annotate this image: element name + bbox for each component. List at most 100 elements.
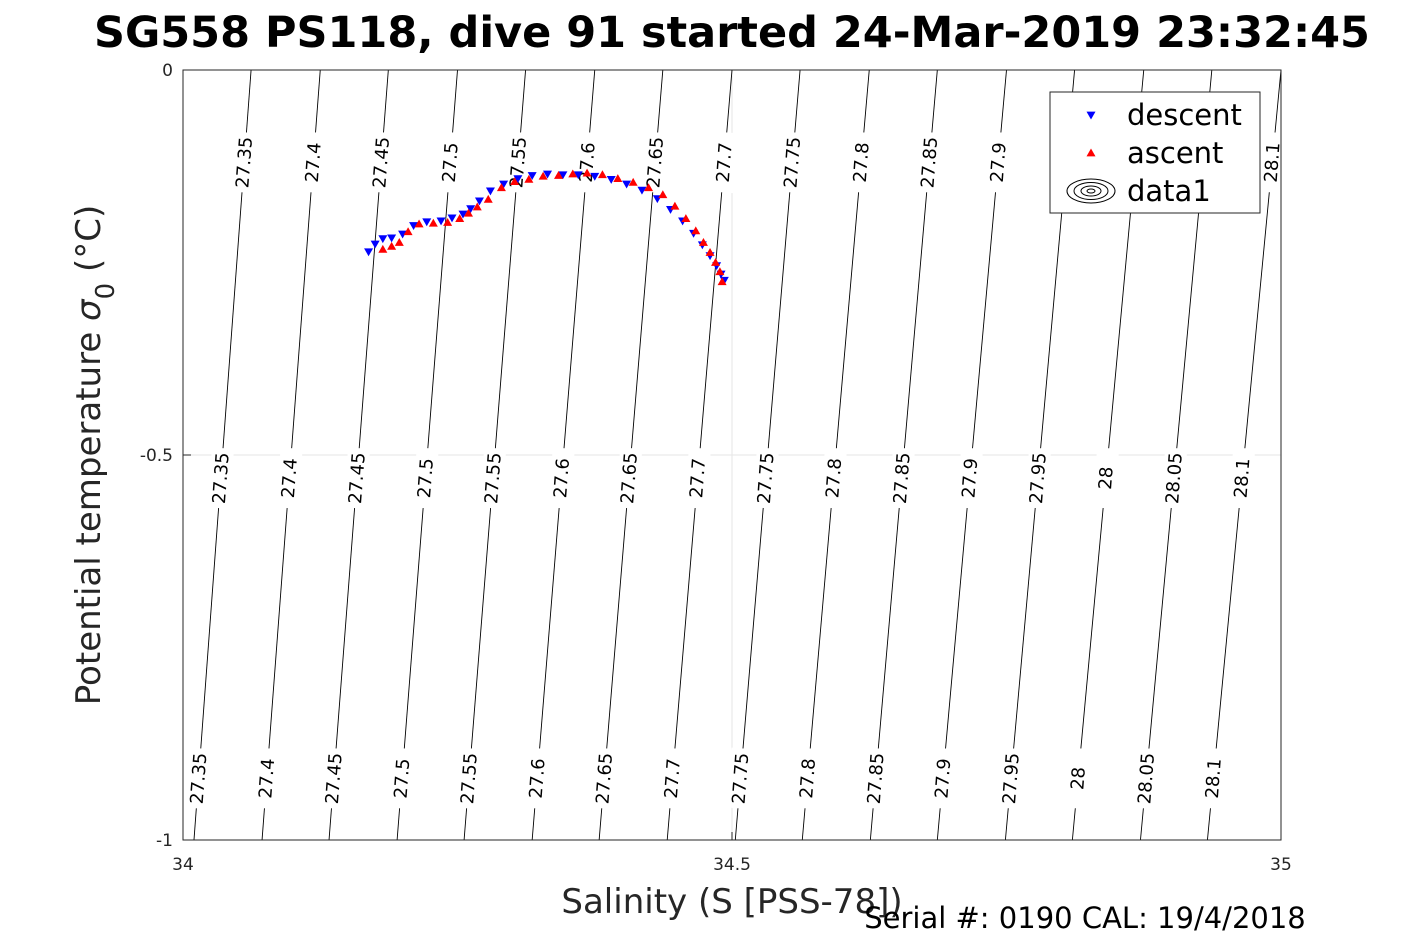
descent-point: [370, 240, 380, 249]
isopycnal-label-bg: [727, 747, 754, 810]
isopycnal-label: 27.65: [615, 447, 643, 509]
descent-point: [398, 230, 408, 239]
isopycnal-label: 27.7: [684, 447, 711, 509]
isopycnal-label-bg: [1024, 447, 1052, 509]
isopycnal-label-text: 27.8: [796, 758, 820, 800]
descent-point: [436, 217, 446, 226]
isopycnal-label-bg: [711, 131, 738, 194]
ascent-point: [443, 217, 453, 226]
isopycnal-label-bg: [820, 447, 847, 509]
isopycnal-label-text: 27.8: [850, 142, 874, 184]
isopycnal-label: 27.45: [320, 747, 347, 810]
isopycnal-label: 27.7: [659, 747, 686, 810]
isopycnal-label: 27.85: [862, 747, 889, 810]
y-tick-label: 0: [162, 61, 173, 81]
isopycnal-label-text: 28.05: [1134, 752, 1159, 805]
isopycnal-label-text: 27.6: [526, 758, 550, 800]
descent-point: [378, 235, 388, 244]
y-axis-label-suffix: (°C): [69, 205, 109, 283]
isopycnal-label-text: 27.5: [439, 142, 463, 184]
isopycnal-label: 27.4: [300, 131, 327, 194]
y-tick-label: -1: [156, 831, 173, 851]
isopycnal-label-text: 27.45: [345, 452, 370, 505]
ascent-point: [378, 244, 388, 253]
serial-cal-footer: Serial #: 0190 CAL: 19/4/2018: [864, 901, 1306, 935]
ascent-point: [658, 190, 668, 199]
chart-title: SG558 PS118, dive 91 started 24-Mar-2019…: [94, 8, 1370, 58]
isopycnal-label-bg: [388, 747, 416, 810]
ascent-point: [554, 170, 564, 179]
descent-point: [637, 186, 647, 195]
isopycnal-label: 27.85: [916, 131, 943, 194]
descent-point: [590, 172, 600, 181]
ascent-point: [628, 177, 638, 186]
descent-point: [513, 175, 523, 184]
isopycnal-label: 27.75: [727, 747, 754, 810]
isopycnal-label: 28: [1092, 447, 1120, 509]
isopycnal-label-text: 27.9: [958, 457, 982, 499]
descent-point: [447, 214, 457, 223]
descent-point: [387, 234, 397, 243]
isopycnal-label-text: 27.45: [322, 752, 347, 805]
descent-point: [573, 171, 583, 180]
descent-point: [458, 210, 468, 219]
isopycnal-label: 27.65: [641, 131, 669, 194]
isopycnal-label-text: 27.65: [592, 752, 617, 805]
isopycnal-label-bg: [343, 447, 371, 509]
isopycnal-label-bg: [276, 447, 303, 509]
isopycnal-label-bg: [1064, 747, 1092, 810]
isopycnal-label: 27.65: [591, 747, 618, 810]
ascent-point: [698, 237, 708, 246]
isopycnal-label-text: 27.55: [481, 452, 506, 505]
isopycnal-label: 27.35: [185, 747, 212, 810]
y-axis-label: Potential temperature σ0 (°C): [69, 205, 121, 705]
isopycnal-label-text: 28.1: [1231, 457, 1255, 499]
ascent-legend-marker: [1086, 148, 1096, 157]
axis-ticks: 34 34.5 35 0 -0.5 -1: [140, 61, 1292, 875]
ascent-point: [717, 277, 727, 286]
isopycnal-label-text: 27.9: [931, 758, 955, 800]
isopycnal-label: 27.5: [388, 747, 416, 810]
isopycnal-label-bg: [916, 131, 943, 194]
isopycnal-label-text: 27.85: [864, 752, 889, 805]
isopycnal-label-bg: [779, 131, 806, 194]
isopycnal-label-text: 27.75: [729, 752, 754, 805]
isopycnal-label: 27.6: [523, 747, 551, 810]
legend: descent ascent data1: [1049, 91, 1261, 214]
x-tick-label: 34.5: [713, 855, 751, 875]
isopycnal-label-bg: [231, 131, 258, 194]
isopycnal-label: 27.9: [985, 131, 1012, 194]
descent-point: [543, 170, 553, 179]
isopycnal-label-bg: [684, 447, 711, 509]
isopycnal-label-text: 27.35: [187, 752, 212, 805]
y-tick-label: -0.5: [140, 446, 173, 466]
isopycnal-label: 27.7: [711, 131, 738, 194]
isopycnal-label-text: 28.1: [1202, 758, 1226, 800]
descent-legend-marker: [1086, 111, 1096, 120]
isopycnal-label: 27.55: [455, 747, 483, 810]
isopycnal-label-text: 27.7: [686, 457, 710, 499]
legend-label: descent: [1127, 98, 1242, 132]
isopycnal-label-text: 27.7: [661, 758, 685, 800]
x-tick-label: 34: [172, 855, 194, 875]
isopycnal-label: 27.8: [794, 747, 821, 810]
ascent-point: [414, 219, 424, 228]
legend-items: descent ascent data1: [1066, 98, 1242, 208]
legend-label: data1: [1127, 174, 1211, 208]
isopycnal-label: 27.35: [207, 447, 235, 509]
isopycnal-label-bg: [300, 131, 327, 194]
isopycnal-label-text: 27.8: [822, 457, 846, 499]
isopycnal-label-bg: [253, 747, 280, 810]
ascent-point: [483, 194, 493, 203]
descent-point: [485, 187, 495, 196]
isopycnal-label-bg: [1258, 131, 1286, 194]
ascent-point: [394, 237, 404, 246]
isopycnal-label-bg: [794, 747, 821, 810]
isopycnal-label: 27.45: [368, 131, 395, 194]
isopycnal-label-text: 28: [1095, 466, 1118, 490]
descent-point: [606, 175, 616, 184]
isopycnal-label-bg: [659, 747, 686, 810]
ascent-point: [597, 170, 607, 179]
isopycnal-label-bg: [368, 131, 395, 194]
